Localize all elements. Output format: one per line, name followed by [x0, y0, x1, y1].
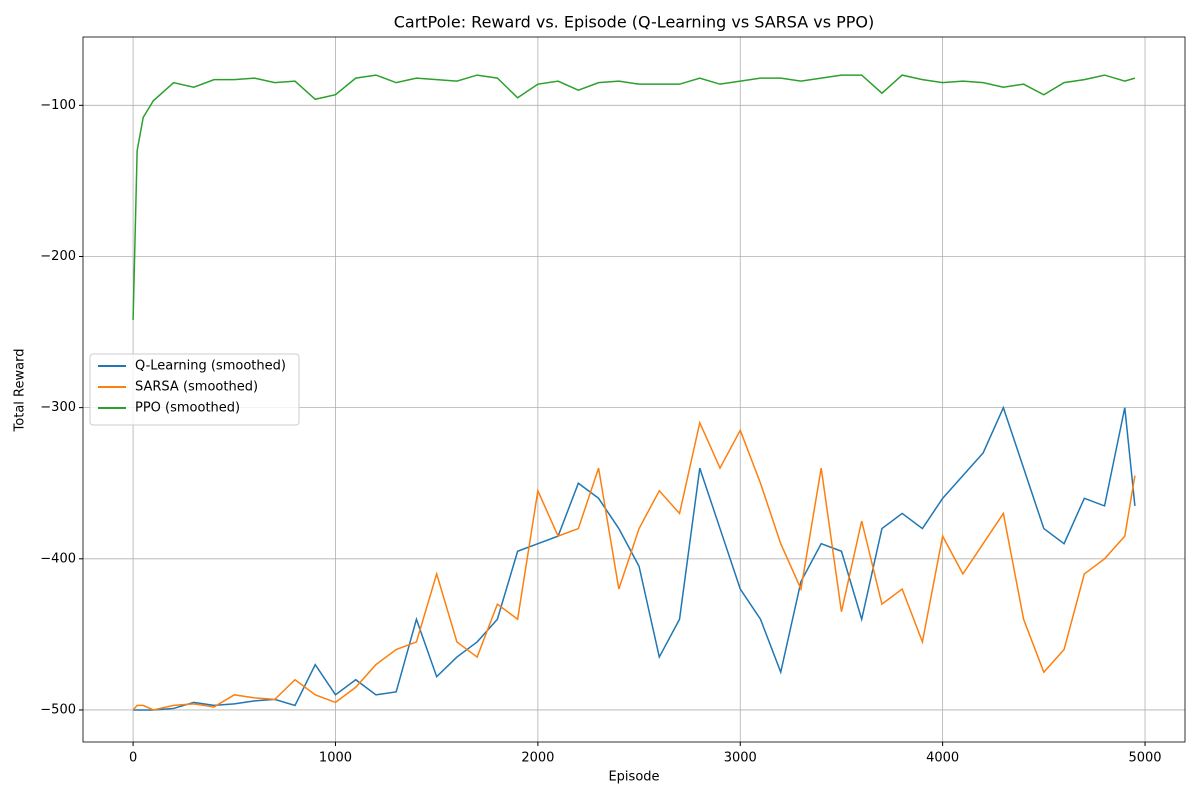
series-line: [132, 74, 1136, 320]
y-tick-label: −100: [40, 98, 76, 113]
x-tick-label: 3000: [724, 751, 757, 766]
y-tick-label: −500: [40, 702, 76, 717]
x-tick-label: 1000: [319, 751, 352, 766]
y-tick-label: −400: [40, 551, 76, 566]
x-axis-label: Episode: [608, 770, 659, 785]
x-tick-label: 5000: [1128, 751, 1161, 766]
y-tick-label: −300: [40, 400, 76, 415]
chart-title: CartPole: Reward vs. Episode (Q-Learning…: [394, 13, 875, 32]
x-tick-label: 0: [129, 751, 137, 766]
plot-frame: [82, 36, 1186, 743]
x-tick-label: 2000: [521, 751, 554, 766]
legend-box: [89, 353, 300, 426]
y-axis-label: Total Reward: [13, 349, 28, 433]
series-line: [132, 420, 1136, 711]
y-tick-label: −200: [40, 249, 76, 264]
legend-label: SARSA (smoothed): [135, 380, 258, 395]
x-tick-label: 4000: [926, 751, 959, 766]
series-line: [133, 405, 1136, 711]
legend-label: PPO (smoothed): [135, 401, 240, 416]
legend-label: Q-Learning (smoothed): [135, 359, 286, 374]
